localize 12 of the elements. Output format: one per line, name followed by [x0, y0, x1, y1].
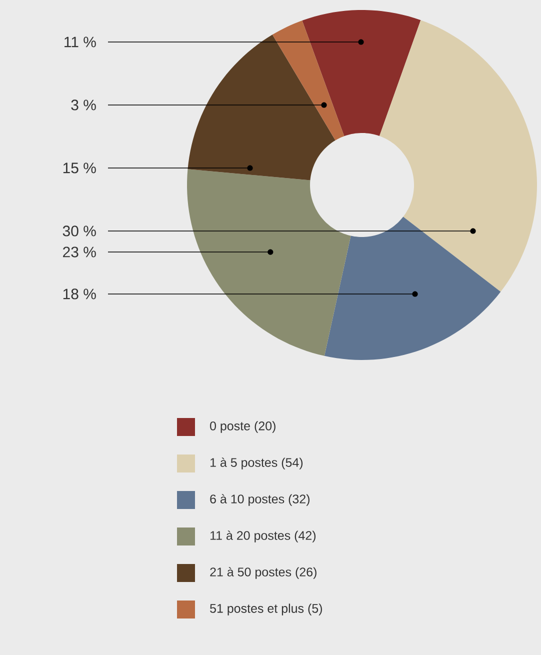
- data-label: 23 %: [63, 246, 96, 258]
- data-label: 3 %: [71, 100, 96, 110]
- data-label: 11 %: [64, 36, 96, 48]
- data-label: 18 %: [63, 288, 96, 300]
- legend-label: 0 poste (20): [210, 421, 276, 433]
- legend-label: 11 à 20 postes (42): [210, 530, 316, 542]
- legend-label: 1 à 5 postes (54): [210, 458, 303, 470]
- legend-label: 21 à 50 postes (26): [210, 567, 316, 579]
- legend-label: 6 à 10 postes (32): [210, 494, 310, 506]
- legend-label: 51 postes et plus (5): [210, 604, 322, 616]
- data-label: 30 %: [62, 226, 96, 236]
- data-label: 15 %: [63, 162, 96, 174]
